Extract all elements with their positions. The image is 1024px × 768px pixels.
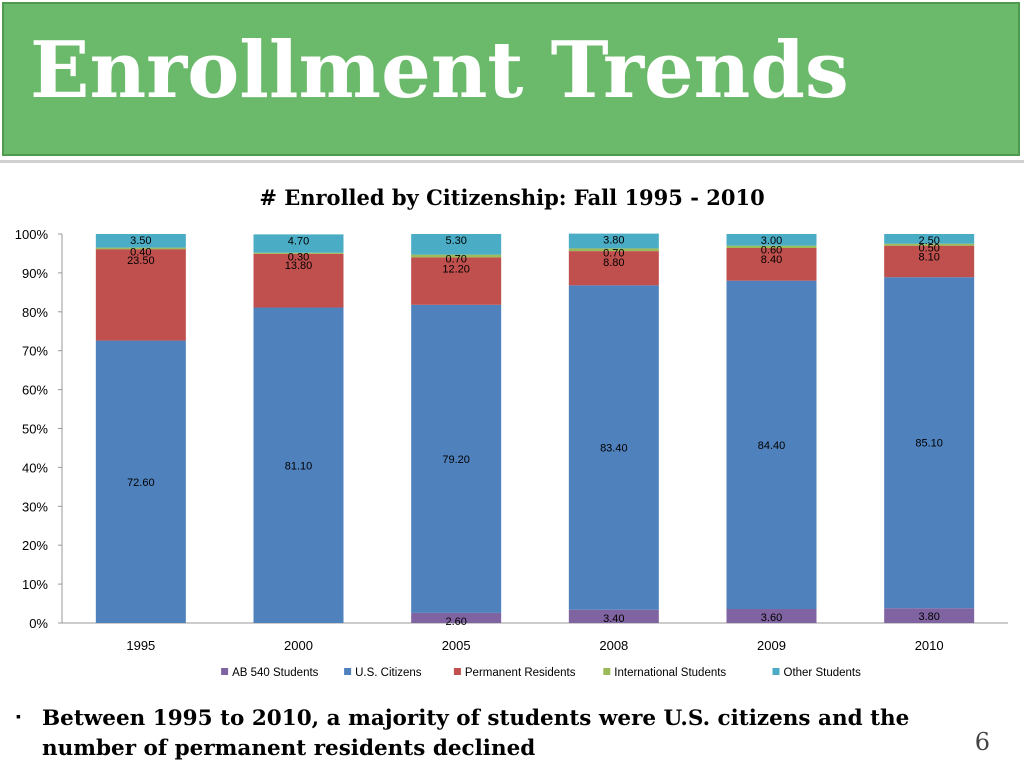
bar-segment	[726, 234, 817, 246]
data-label: 0.70	[445, 254, 466, 266]
data-label: 3.40	[603, 613, 624, 625]
y-tick-label: 60%	[22, 383, 48, 398]
x-tick-label: 2010	[915, 638, 944, 653]
legend-swatch	[344, 668, 352, 675]
data-label: 84.40	[758, 440, 786, 452]
data-label: 79.20	[442, 454, 470, 466]
data-label: 0.70	[603, 247, 624, 259]
slide-title: Enrollment Trends	[30, 25, 849, 116]
bar-segment	[884, 608, 975, 623]
stacked-bar-chart: 0% 10% 20% 30% 40% 50% 60% 70% 80% 90% 100% 72.60 23…	[15, 227, 1008, 679]
y-tick-label: 90%	[22, 266, 48, 281]
data-label: 3.50	[130, 235, 151, 247]
legend-item: Permanent Residents	[465, 667, 576, 679]
bar-segment	[95, 234, 186, 248]
x-tick-label: 2008	[599, 638, 628, 653]
y-tick-label: 0%	[29, 616, 48, 631]
bar-segment	[568, 285, 659, 610]
data-label: 8.10	[918, 252, 939, 264]
bar-segment	[253, 252, 344, 254]
legend-swatch	[603, 668, 611, 675]
y-tick-label: 20%	[22, 538, 48, 553]
data-label: 8.80	[603, 257, 624, 269]
bar-segment	[95, 247, 186, 250]
bar-segment	[568, 609, 659, 623]
data-label: 5.30	[445, 235, 466, 247]
x-tick-label: 1995	[126, 638, 155, 653]
chart-title: # Enrolled by Citizenship: Fall 1995 - 2…	[259, 185, 765, 210]
bar-segment	[411, 234, 502, 255]
data-label: 3.80	[918, 611, 939, 623]
title-bar: Enrollment Trends	[2, 2, 1020, 156]
y-tick-label: 70%	[22, 344, 48, 359]
y-tick-label: 100%	[15, 227, 49, 242]
y-tick-label: 50%	[22, 422, 48, 437]
y-tick-label: 80%	[22, 305, 48, 320]
data-label: 72.60	[127, 477, 155, 489]
data-label: 0.50	[918, 243, 939, 255]
data-label: 23.50	[127, 255, 155, 267]
data-label: 0.30	[288, 252, 309, 264]
legend-item: U.S. Citizens	[355, 667, 422, 679]
legend-swatch	[221, 668, 229, 675]
bar-segment	[884, 245, 975, 278]
bar-segment	[884, 277, 975, 609]
bar-segment	[568, 251, 659, 286]
legend-item: Other Students	[784, 667, 862, 679]
bar-segment	[884, 234, 975, 244]
data-label: 81.10	[285, 460, 313, 472]
x-tick-label: 2000	[284, 638, 313, 653]
divider	[0, 160, 1024, 163]
bar-segment	[253, 307, 344, 623]
data-label: 2.60	[445, 616, 466, 628]
bar-segment	[884, 243, 975, 246]
bar-segment	[726, 248, 817, 281]
bar-segment	[568, 248, 659, 252]
data-label: 3.00	[761, 235, 782, 247]
bar-segment	[411, 257, 502, 305]
data-label: 8.40	[761, 254, 782, 266]
bar-segment	[95, 340, 186, 623]
legend-item: International Students	[614, 667, 726, 679]
bar-segment	[253, 253, 344, 308]
page-number: 6	[974, 728, 990, 756]
x-tick-label: 2005	[442, 638, 471, 653]
bar-segment	[411, 254, 502, 258]
data-label: 3.60	[761, 612, 782, 624]
bar-segment	[726, 245, 817, 249]
x-tick-label: 2009	[757, 638, 786, 653]
data-label: 0.60	[761, 245, 782, 257]
data-label: 13.80	[285, 260, 313, 272]
summary-note: Between 1995 to 2010, a majority of stud…	[42, 706, 910, 761]
legend-swatch	[453, 668, 461, 675]
bar-segment	[726, 608, 817, 623]
bar-segment	[253, 234, 344, 253]
legend-swatch	[772, 668, 780, 675]
y-tick-label: 40%	[22, 460, 48, 475]
bullet-icon: ▪	[16, 708, 21, 724]
bar-segment	[411, 612, 502, 623]
legend-item: AB 540 Students	[232, 667, 319, 679]
data-label: 2.50	[918, 235, 939, 247]
bar-segment	[95, 249, 186, 341]
data-label: 85.10	[915, 438, 943, 450]
bar-segment	[568, 233, 659, 249]
bar-segment	[726, 280, 817, 609]
y-tick-label: 10%	[22, 577, 48, 592]
bar-segment	[411, 304, 502, 613]
data-label: 83.40	[600, 443, 628, 455]
data-label: 12.20	[442, 263, 470, 275]
y-tick-label: 30%	[22, 499, 48, 514]
data-label: 3.80	[603, 235, 624, 247]
data-label: 4.70	[288, 235, 309, 247]
data-label: 0.40	[130, 247, 151, 259]
